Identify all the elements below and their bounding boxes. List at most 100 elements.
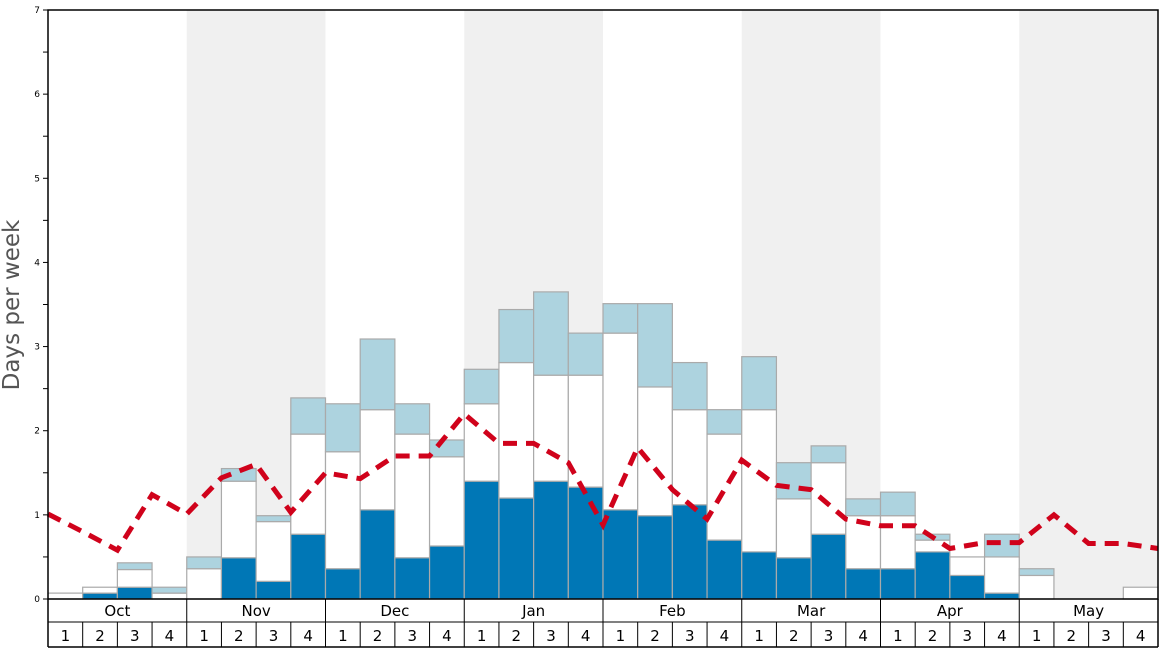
week-label: 1 bbox=[1032, 627, 1042, 645]
bar-light bbox=[290, 397, 327, 435]
bar-white bbox=[428, 456, 465, 547]
week-label: 4 bbox=[997, 627, 1007, 645]
y-tick-label: 1 bbox=[34, 511, 40, 521]
bar-white bbox=[290, 433, 327, 535]
bar-white bbox=[116, 568, 153, 588]
bar-white bbox=[498, 361, 535, 499]
month-label: Oct bbox=[104, 602, 130, 620]
bar-dark bbox=[810, 533, 847, 600]
bar-light bbox=[775, 462, 812, 500]
week-label: 4 bbox=[303, 627, 313, 645]
bar-dark bbox=[983, 592, 1020, 600]
bar-dark bbox=[255, 580, 292, 600]
week-label: 2 bbox=[789, 627, 799, 645]
y-tick-label: 5 bbox=[34, 174, 40, 184]
bar-white bbox=[255, 520, 292, 582]
week-label: 4 bbox=[858, 627, 868, 645]
bar-dark bbox=[949, 574, 986, 600]
week-label: 2 bbox=[650, 627, 660, 645]
week-label: 4 bbox=[1136, 627, 1146, 645]
bar-white bbox=[741, 409, 778, 553]
bar-dark bbox=[914, 551, 951, 600]
bar-light bbox=[359, 338, 396, 411]
month-label: Mar bbox=[797, 602, 826, 620]
month-label: Feb bbox=[659, 602, 686, 620]
bar-dark bbox=[394, 557, 431, 600]
week-label: 3 bbox=[685, 627, 695, 645]
bar-dark bbox=[706, 539, 743, 600]
bar-dark bbox=[324, 568, 361, 600]
bar-white bbox=[949, 556, 986, 577]
bar-dark bbox=[220, 557, 257, 600]
bar-white bbox=[394, 433, 431, 559]
month-label: Apr bbox=[937, 602, 964, 620]
bar-light bbox=[845, 498, 882, 517]
week-label: 1 bbox=[754, 627, 764, 645]
bar-dark bbox=[671, 504, 708, 600]
month-label: Dec bbox=[380, 602, 409, 620]
bar-white bbox=[567, 374, 604, 488]
week-label: 4 bbox=[720, 627, 730, 645]
y-tick-label: 2 bbox=[34, 427, 40, 437]
bar-light bbox=[637, 303, 673, 388]
bar-dark bbox=[463, 480, 500, 600]
bar-light bbox=[463, 368, 500, 405]
bar-white bbox=[324, 451, 361, 570]
bar-light bbox=[186, 556, 223, 570]
week-label: 2 bbox=[1067, 627, 1077, 645]
bar-light bbox=[498, 308, 535, 364]
bar-light bbox=[810, 445, 847, 464]
bar-light bbox=[879, 491, 916, 517]
bar-light bbox=[324, 403, 361, 453]
bar-light bbox=[602, 303, 639, 334]
bar-dark bbox=[116, 586, 153, 600]
bar-light bbox=[255, 515, 292, 523]
week-label: 2 bbox=[928, 627, 938, 645]
bar-dark bbox=[428, 545, 465, 600]
week-label: 2 bbox=[512, 627, 522, 645]
bar-dark bbox=[879, 568, 916, 600]
week-label: 3 bbox=[962, 627, 972, 645]
bar-dark bbox=[533, 480, 569, 600]
bar-white bbox=[775, 498, 812, 559]
y-tick-label: 4 bbox=[34, 258, 40, 268]
bar-dark bbox=[845, 568, 882, 600]
month-label: May bbox=[1073, 602, 1104, 620]
bar-white bbox=[220, 480, 257, 559]
bar-dark bbox=[359, 509, 396, 600]
week-label: 1 bbox=[477, 627, 487, 645]
week-label: 2 bbox=[95, 627, 105, 645]
y-tick-label: 6 bbox=[34, 90, 40, 100]
week-label: 4 bbox=[581, 627, 591, 645]
week-label: 3 bbox=[269, 627, 279, 645]
month-label: Jan bbox=[521, 602, 545, 620]
bar-light bbox=[151, 586, 188, 594]
bar-light bbox=[706, 409, 743, 435]
bar-white bbox=[671, 409, 708, 506]
y-tick-label: 3 bbox=[34, 343, 40, 353]
bar-dark bbox=[82, 592, 118, 600]
week-label: 3 bbox=[407, 627, 417, 645]
bar-white bbox=[151, 592, 188, 600]
bar-dark bbox=[775, 557, 812, 600]
week-label: 1 bbox=[199, 627, 209, 645]
month-band-may bbox=[1019, 10, 1158, 599]
week-label: 4 bbox=[165, 627, 175, 645]
month-label: Nov bbox=[241, 602, 270, 620]
week-label: 3 bbox=[130, 627, 140, 645]
bar-light bbox=[394, 403, 431, 435]
week-label: 4 bbox=[442, 627, 452, 645]
week-label: 1 bbox=[61, 627, 71, 645]
bar-white bbox=[47, 592, 84, 600]
week-label: 1 bbox=[616, 627, 626, 645]
bar-white bbox=[1018, 574, 1055, 600]
bar-white bbox=[82, 586, 118, 594]
bar-white bbox=[810, 462, 847, 535]
y-tick-label: 0 bbox=[34, 595, 40, 605]
week-label: 1 bbox=[893, 627, 903, 645]
week-label: 2 bbox=[373, 627, 383, 645]
bar-white bbox=[533, 374, 569, 482]
bar-white bbox=[983, 556, 1020, 594]
bar-white bbox=[1122, 586, 1159, 600]
